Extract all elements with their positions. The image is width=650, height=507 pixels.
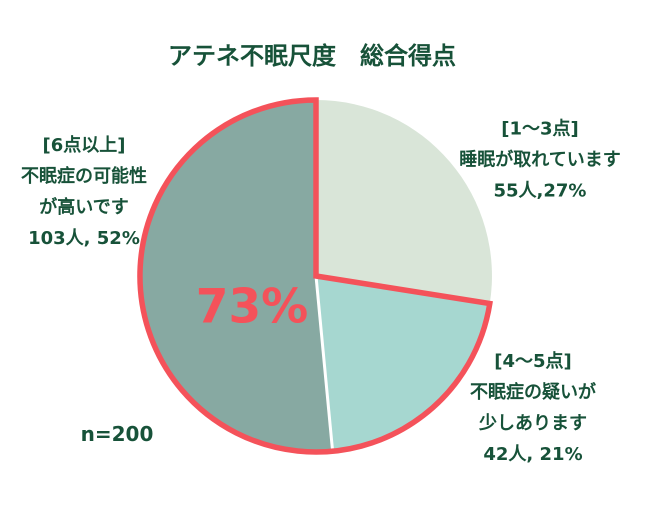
chart-title: アテネ不眠尺度 総合得点 xyxy=(168,42,456,70)
pie-slice-0 xyxy=(316,100,492,304)
score-range: [1〜3点] xyxy=(501,118,579,140)
score-description: 睡眠が取れています xyxy=(459,149,621,171)
pie-slice-1 xyxy=(316,276,490,452)
sample-size-label: n=200 xyxy=(80,422,154,446)
combined-slices-outline xyxy=(137,97,493,455)
score-range: [6点以上] xyxy=(42,135,126,156)
score-description: 少しあります xyxy=(479,413,587,434)
slice-divider xyxy=(314,275,335,452)
score-description: 不眠症の疑いが xyxy=(470,382,596,403)
combined-percentage-label: 73% xyxy=(195,279,309,335)
score-description: 不眠症の可能性 xyxy=(21,166,147,187)
slice-label-score-1-3: [1〜3点] 睡眠が取れています 55人,27% xyxy=(459,114,620,207)
score-value: 55人,27% xyxy=(493,180,587,202)
score-description: が高いです xyxy=(39,197,129,218)
score-value: 103人, 52% xyxy=(28,228,140,249)
slice-label-score-6-plus: [6点以上] 不眠症の可能性 が高いです 103人, 52% xyxy=(21,130,147,254)
score-range: [4〜5点] xyxy=(494,351,572,372)
score-value: 42人, 21% xyxy=(483,444,583,465)
pie-slice-2 xyxy=(139,99,333,452)
slice-label-score-4-5: [4〜5点] 不眠症の疑いが 少しあります 42人, 21% xyxy=(470,346,596,470)
